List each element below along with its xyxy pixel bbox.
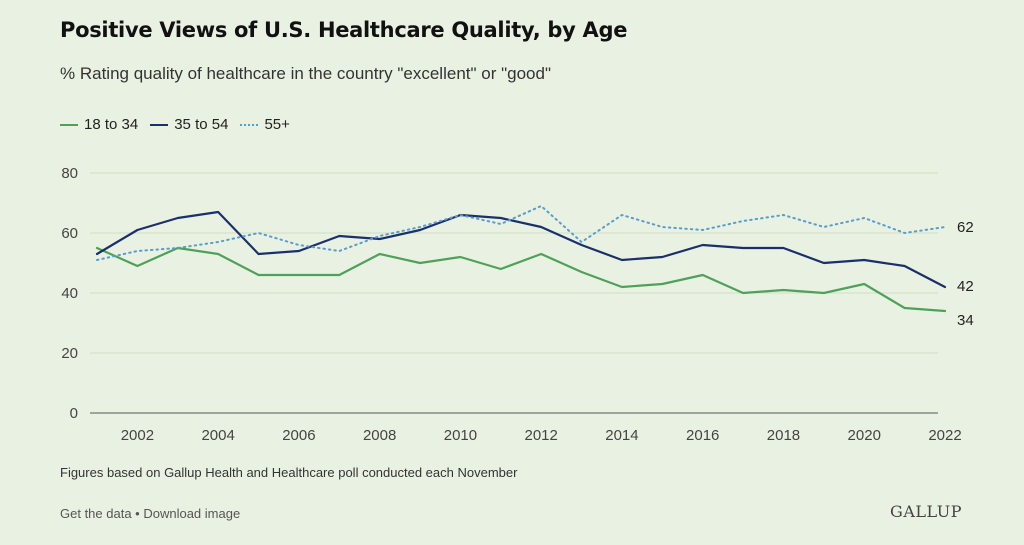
series-line-2 <box>96 205 946 261</box>
end-label: 62 <box>957 219 974 236</box>
chart-area: 0 20 40 60 80 2002 2004 2006 2008 2010 2012 2014 201… <box>0 150 1024 450</box>
x-tick-label: 2018 <box>767 427 800 444</box>
legend-swatch <box>60 123 78 126</box>
end-label: 34 <box>957 312 974 329</box>
x-tick-label: 2020 <box>848 427 881 444</box>
line-chart: 0 20 40 60 80 2002 2004 2006 2008 2010 2012 2014 201… <box>61 165 974 444</box>
x-tick-label: 2016 <box>686 427 719 444</box>
legend-item: 18 to 34 <box>60 116 138 133</box>
y-tick-label: 0 <box>70 405 78 422</box>
legend-swatch <box>240 123 259 126</box>
x-tick-label: 2022 <box>928 427 961 444</box>
download-image-link[interactable]: Download image <box>143 506 241 521</box>
series-line-1 <box>95 210 947 289</box>
get-data-link[interactable]: Get the data <box>60 506 132 521</box>
y-tick-label: 80 <box>61 165 78 182</box>
legend-label: 55+ <box>264 116 290 133</box>
x-tick-label: 2002 <box>121 427 154 444</box>
legend: 18 to 34 35 to 54 55+ <box>60 116 302 133</box>
y-tick-label: 20 <box>61 345 78 362</box>
link-separator: • <box>131 506 144 521</box>
chart-subtitle: % Rating quality of healthcare in the co… <box>60 64 551 83</box>
x-tick-label: 2004 <box>201 427 234 444</box>
legend-label: 18 to 34 <box>84 116 139 133</box>
x-tick-label: 2008 <box>363 427 396 444</box>
chart-title: Positive Views of U.S. Healthcare Qualit… <box>60 18 628 42</box>
legend-item: 35 to 54 <box>150 116 228 133</box>
y-tick-label: 40 <box>61 285 78 302</box>
y-tick-label: 60 <box>61 225 78 242</box>
series-line-0 <box>95 246 947 313</box>
x-tick-label: 2010 <box>444 427 477 444</box>
x-tick-label: 2012 <box>525 427 558 444</box>
legend-label: 35 to 54 <box>174 116 229 133</box>
gallup-logo: GALLUP <box>890 502 962 521</box>
legend-item: 55+ <box>240 116 290 133</box>
source-note: Figures based on Gallup Health and Healt… <box>60 465 518 480</box>
legend-swatch <box>150 123 169 126</box>
end-label: 42 <box>957 278 974 295</box>
footer-links: Get the data • Download image <box>60 506 240 521</box>
x-tick-label: 2014 <box>605 427 638 444</box>
x-tick-label: 2006 <box>282 427 315 444</box>
